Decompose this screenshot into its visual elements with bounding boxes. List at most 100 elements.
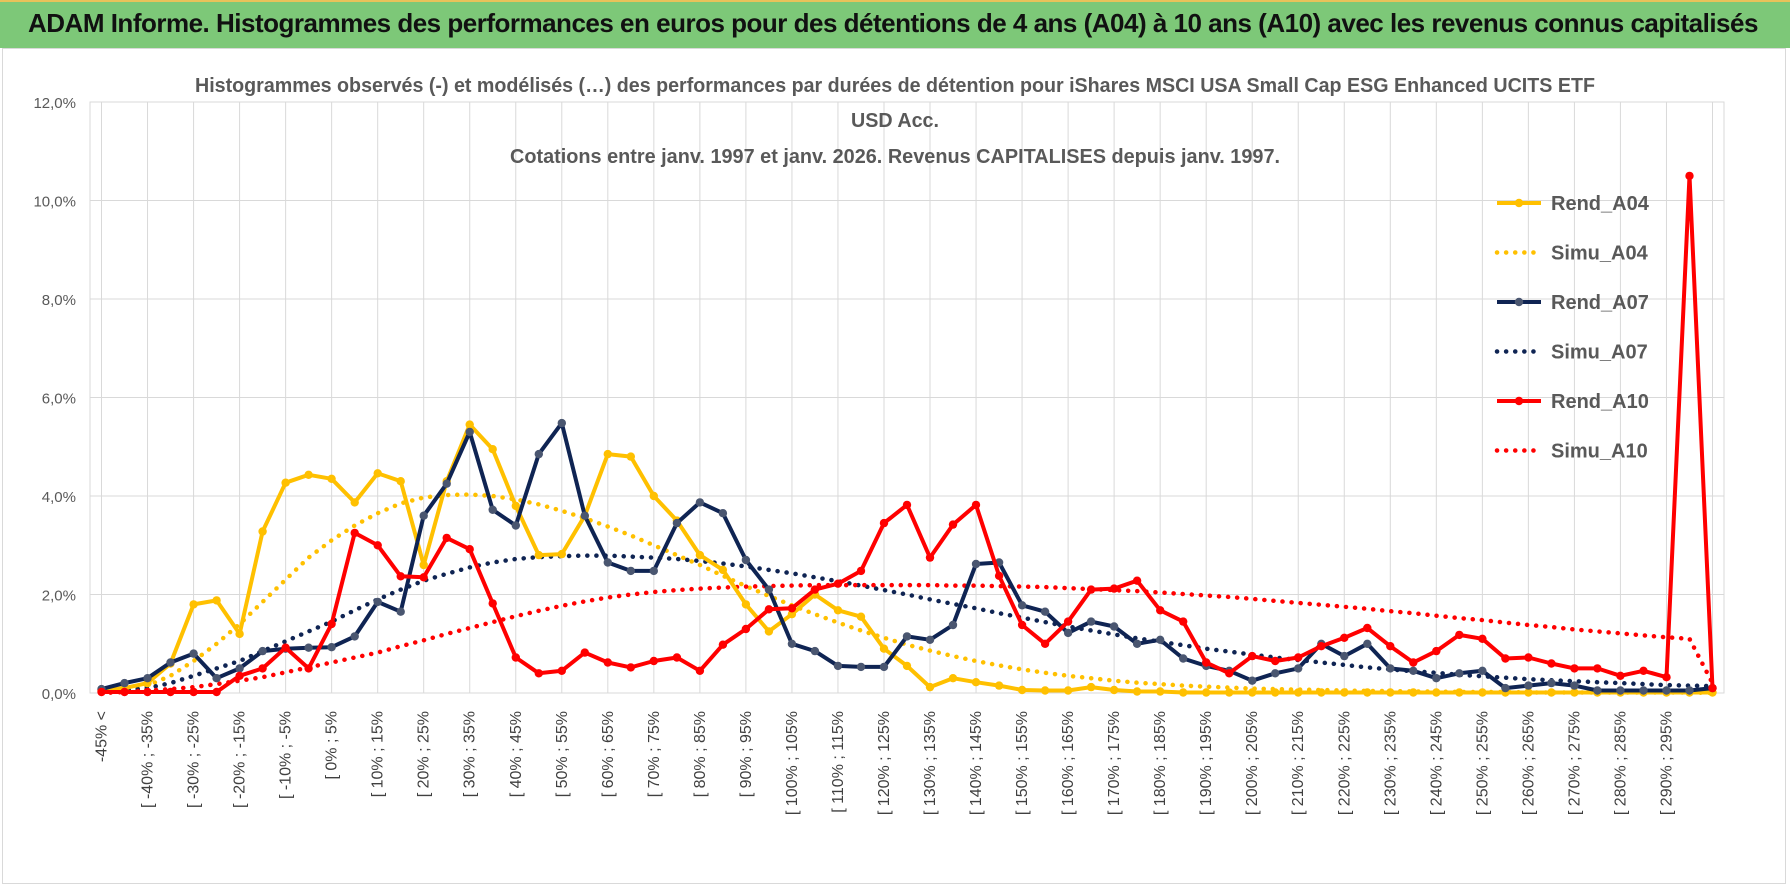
x-tick-label: [ 70% ; 75% (646, 711, 663, 797)
data-point (718, 640, 728, 649)
series-group (97, 171, 1717, 697)
data-point (235, 664, 244, 673)
data-point (396, 572, 405, 581)
data-point (1363, 688, 1372, 697)
legend-item: Rend_A04 (1497, 193, 1650, 215)
x-tick-label: [ 190% ; 195% (1198, 711, 1215, 815)
data-point (626, 566, 635, 576)
data-point (166, 658, 175, 667)
data-point (1271, 688, 1280, 697)
x-tick-label: [ 280% ; 285% (1612, 711, 1629, 815)
x-tick-label: [ 140% ; 145% (968, 711, 985, 815)
data-point (1340, 633, 1349, 642)
x-tick-label: [ 20% ; 25% (416, 711, 433, 797)
data-point (649, 566, 658, 576)
data-point (373, 469, 382, 478)
data-point (1455, 669, 1464, 678)
data-point (534, 550, 543, 560)
data-point (764, 605, 774, 614)
y-tick-label: 4,0% (42, 489, 76, 506)
data-point (1662, 673, 1671, 682)
data-point (971, 678, 981, 687)
data-point (1409, 688, 1418, 697)
data-point (534, 449, 543, 459)
legend-item: Simu_A07 (1494, 342, 1648, 364)
data-point (580, 511, 589, 520)
data-point (1478, 634, 1487, 643)
data-point (695, 498, 705, 507)
data-point (1455, 688, 1464, 697)
data-point (212, 596, 221, 605)
x-tick-label: [ 80% ; 85% (692, 711, 709, 797)
data-point (948, 674, 958, 683)
data-point (1317, 688, 1326, 697)
data-point (1547, 688, 1556, 697)
data-point (373, 541, 382, 550)
data-point (258, 664, 267, 673)
chart-title-line: Histogrammes observés (-) et modélisés (… (195, 75, 1595, 97)
data-point (1685, 686, 1694, 695)
data-point (143, 674, 152, 683)
data-point (1662, 686, 1671, 695)
data-point (1432, 646, 1441, 656)
series-line-Simu_A07 (99, 553, 1715, 696)
series-line-Rend_A07 (100, 421, 1713, 693)
legend-marker (1514, 396, 1524, 406)
x-tick-label: [ -20% ; -15% (232, 711, 249, 808)
data-point (1086, 682, 1096, 692)
data-point (902, 661, 912, 671)
y-tick-label: 8,0% (42, 292, 76, 309)
data-point (925, 635, 935, 644)
data-point (1179, 617, 1188, 626)
legend-label: Simu_A10 (1551, 441, 1648, 463)
data-point (1524, 688, 1533, 697)
data-point (1639, 686, 1648, 695)
x-tick-label: [ 220% ; 225% (1336, 711, 1353, 815)
data-point (120, 678, 129, 688)
chart-frame (2, 48, 1786, 884)
data-point (695, 666, 705, 675)
x-tick-label: [ 40% ; 45% (508, 711, 525, 797)
data-point (1386, 642, 1395, 651)
data-point (741, 555, 751, 565)
chart-title-line: Cotations entre janv. 1997 et janv. 2026… (510, 146, 1280, 168)
data-point (1478, 666, 1487, 675)
data-point (1109, 685, 1119, 695)
data-point (1593, 664, 1602, 673)
x-tick-label: -45% < (94, 711, 111, 762)
chart-title: Histogrammes observés (-) et modélisés (… (195, 75, 1595, 168)
data-point (304, 643, 313, 652)
data-point (442, 479, 451, 488)
data-point (235, 629, 244, 639)
x-tick-label: [ -10% ; -5% (278, 711, 295, 799)
x-tick-label: [ 260% ; 265% (1520, 711, 1537, 815)
data-point (672, 518, 682, 528)
data-point (902, 632, 912, 641)
data-point (488, 599, 497, 608)
data-point (741, 624, 751, 634)
x-tick-label: [ 210% ; 215% (1290, 711, 1307, 815)
data-point (1063, 686, 1073, 695)
x-tick-label: [ -30% ; -25% (186, 711, 203, 808)
data-point (1616, 686, 1625, 695)
data-point (741, 600, 751, 609)
data-point (419, 511, 428, 520)
data-point (1432, 688, 1441, 697)
data-point (695, 550, 705, 560)
data-point (465, 427, 474, 437)
data-point (1109, 584, 1119, 593)
y-tick-label: 10,0% (33, 194, 76, 211)
data-point (304, 470, 313, 479)
series-Rend_A10 (97, 171, 1717, 697)
data-point (557, 549, 566, 559)
y-tick-label: 2,0% (42, 588, 76, 605)
data-point (212, 674, 221, 683)
data-point (1086, 585, 1096, 594)
legend-label: Simu_A04 (1551, 243, 1649, 265)
data-point (419, 573, 428, 582)
x-tick-label: [ 240% ; 245% (1428, 711, 1445, 815)
data-point (557, 418, 566, 428)
data-point (373, 597, 382, 607)
data-point (580, 648, 589, 657)
